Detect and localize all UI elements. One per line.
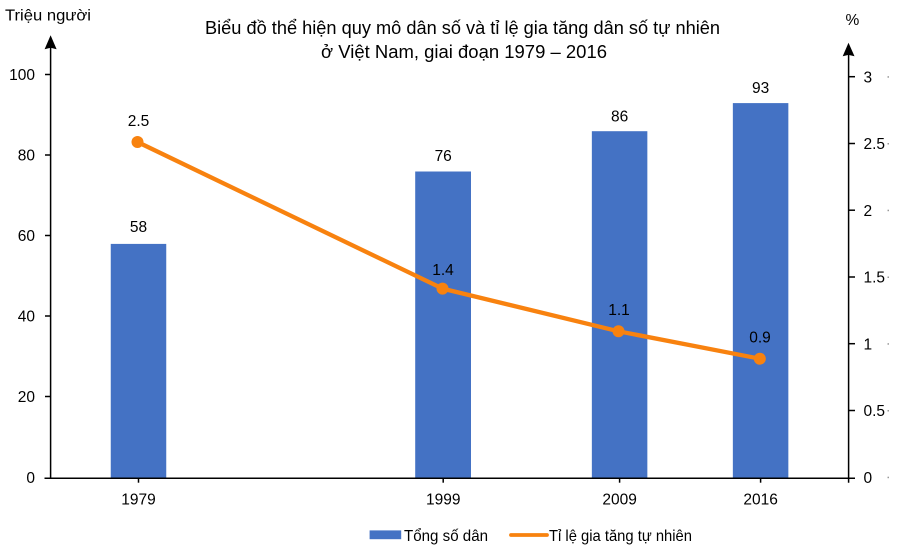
svg-text:0.9: 0.9 [749, 329, 771, 346]
svg-text:3: 3 [864, 69, 873, 86]
svg-text:86: 86 [611, 109, 628, 126]
svg-text:1.5: 1.5 [864, 270, 886, 287]
svg-text:2: 2 [864, 203, 873, 220]
svg-text:0.5: 0.5 [864, 403, 886, 420]
svg-text:60: 60 [18, 228, 36, 245]
svg-text:1979: 1979 [121, 492, 155, 509]
svg-text:%: % [846, 12, 860, 29]
svg-text:80: 80 [18, 148, 36, 165]
svg-text:Tổng số dân: Tổng số dân [404, 527, 488, 545]
svg-text:1.4: 1.4 [432, 262, 454, 279]
svg-text:93: 93 [752, 80, 769, 97]
svg-text:0: 0 [26, 470, 35, 487]
svg-text:58: 58 [130, 219, 147, 236]
svg-text:2.5: 2.5 [128, 113, 150, 130]
svg-text:20: 20 [18, 389, 36, 406]
svg-text:0: 0 [864, 470, 873, 487]
svg-text:2.5: 2.5 [864, 136, 886, 153]
svg-text:76: 76 [435, 148, 452, 165]
svg-text:Triệu người: Triệu người [5, 8, 91, 25]
svg-text:ở Việt Nam, giai đoạn 1979 – 2: ở Việt Nam, giai đoạn 1979 – 2016 [321, 41, 607, 62]
svg-text:Biểu đồ thể hiện quy mô dân số: Biểu đồ thể hiện quy mô dân số và tỉ lệ … [205, 17, 720, 38]
svg-text:40: 40 [18, 309, 36, 326]
svg-text:1999: 1999 [426, 492, 460, 509]
svg-text:1: 1 [864, 336, 873, 353]
svg-text:100: 100 [9, 67, 35, 84]
svg-text:Tỉ lệ gia tăng tự nhiên: Tỉ lệ gia tăng tự nhiên [549, 528, 692, 545]
svg-text:1.1: 1.1 [608, 302, 630, 319]
svg-text:2009: 2009 [602, 492, 636, 509]
svg-text:2016: 2016 [743, 492, 777, 509]
